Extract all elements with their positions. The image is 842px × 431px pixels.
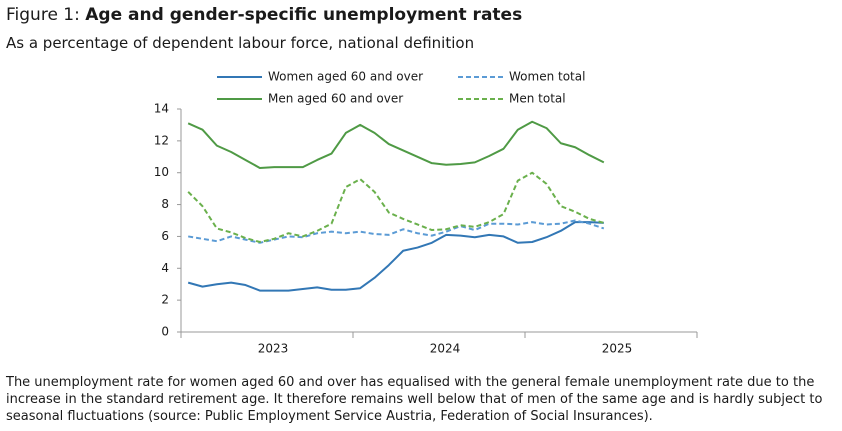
x-group-label: 2023 — [258, 342, 289, 356]
data-line — [187, 221, 604, 292]
figure-label: Figure 1: — [6, 5, 80, 25]
y-tick-label: 8 — [161, 197, 169, 211]
legend-label: Women total — [509, 70, 585, 84]
y-tick-label: 4 — [161, 261, 169, 275]
x-group-label: 2024 — [430, 342, 461, 356]
y-tick-label: 2 — [161, 293, 169, 307]
y-tick-label: 12 — [154, 133, 169, 147]
data-line — [188, 219, 605, 244]
chart-subtitle: As a percentage of dependent labour forc… — [6, 34, 475, 52]
x-group-label: 2025 — [602, 342, 633, 356]
y-tick-label: 10 — [154, 165, 169, 179]
y-tick-label: 0 — [161, 325, 169, 339]
data-line — [187, 120, 605, 169]
y-tick-label: 14 — [154, 102, 169, 116]
legend-label: Men aged 60 and over — [268, 92, 403, 106]
chart-title: Figure 1: Age and gender-specific unempl… — [6, 5, 522, 25]
chart: 0 2 4 6 8 10 12 14 2023 2024 2025 Women aged 60 and… — [154, 70, 698, 356]
title-text: Age and gender-specific unemployment rat… — [85, 5, 523, 25]
data-line — [187, 171, 605, 243]
legend-label: Men total — [509, 92, 566, 106]
chart-note: The unemployment rate for women aged 60 … — [6, 375, 823, 424]
legend-label: Women aged 60 and over — [268, 70, 423, 84]
y-tick-label: 6 — [161, 229, 169, 243]
